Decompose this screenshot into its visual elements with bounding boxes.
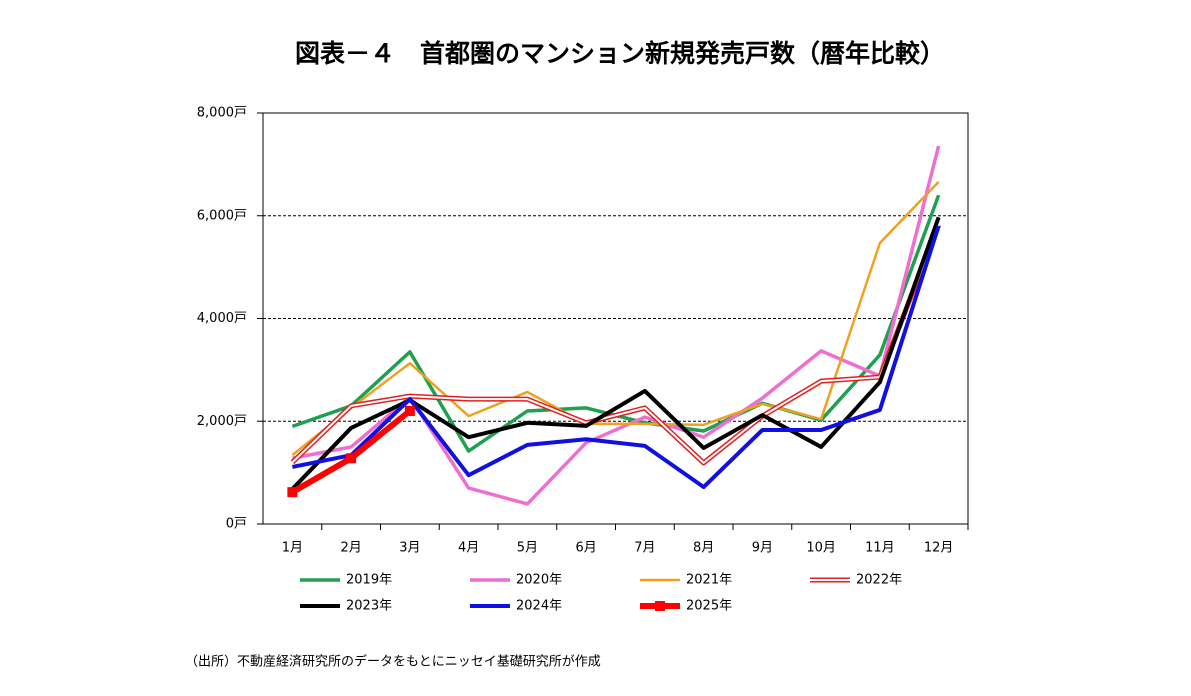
series-line-inner <box>291 224 940 464</box>
legend-label: 2023年 <box>346 599 392 614</box>
source-note: （出所）不動産経済研究所のデータをもとにニッセイ基礎研究所が作成 <box>185 654 601 670</box>
x-tick-label: 8月 <box>693 541 714 556</box>
y-tick-label: 2,000戸 <box>197 414 247 429</box>
legend-label: 2022年 <box>856 573 902 588</box>
legend-label: 2020年 <box>516 573 562 588</box>
series-line <box>290 408 412 495</box>
x-tick-label: 7月 <box>634 541 655 556</box>
x-tick-label: 1月 <box>282 541 303 556</box>
legend-label: 2019年 <box>346 573 392 588</box>
y-tick-label: 0戸 <box>226 517 247 532</box>
point-marker <box>287 487 298 498</box>
x-tick-label: 2月 <box>340 541 361 556</box>
x-tick-label: 9月 <box>752 541 773 556</box>
x-tick-label: 10月 <box>806 541 836 556</box>
point-marker <box>346 453 357 464</box>
series-line <box>291 225 941 490</box>
chart-title: 図表－４ 首都圏のマンション新規発売戸数（暦年比較） <box>295 39 945 68</box>
legend-marker <box>655 601 665 611</box>
y-tick-label: 6,000戸 <box>197 208 247 223</box>
x-tick-label: 5月 <box>517 541 538 556</box>
legend-label: 2025年 <box>686 599 732 614</box>
legend-label: 2024年 <box>516 599 562 614</box>
x-tick-label: 11月 <box>865 541 895 556</box>
x-tick-label: 3月 <box>399 541 420 556</box>
y-tick-label: 4,000戸 <box>197 311 247 326</box>
x-tick-label: 6月 <box>575 541 596 556</box>
y-tick-label: 8,000戸 <box>197 106 247 121</box>
series-line <box>291 180 940 457</box>
point-marker <box>404 405 415 416</box>
series-line <box>292 145 941 506</box>
x-tick-label: 4月 <box>458 541 479 556</box>
series-line <box>290 216 941 491</box>
x-tick-label: 12月 <box>924 541 954 556</box>
legend-label: 2021年 <box>686 573 732 588</box>
